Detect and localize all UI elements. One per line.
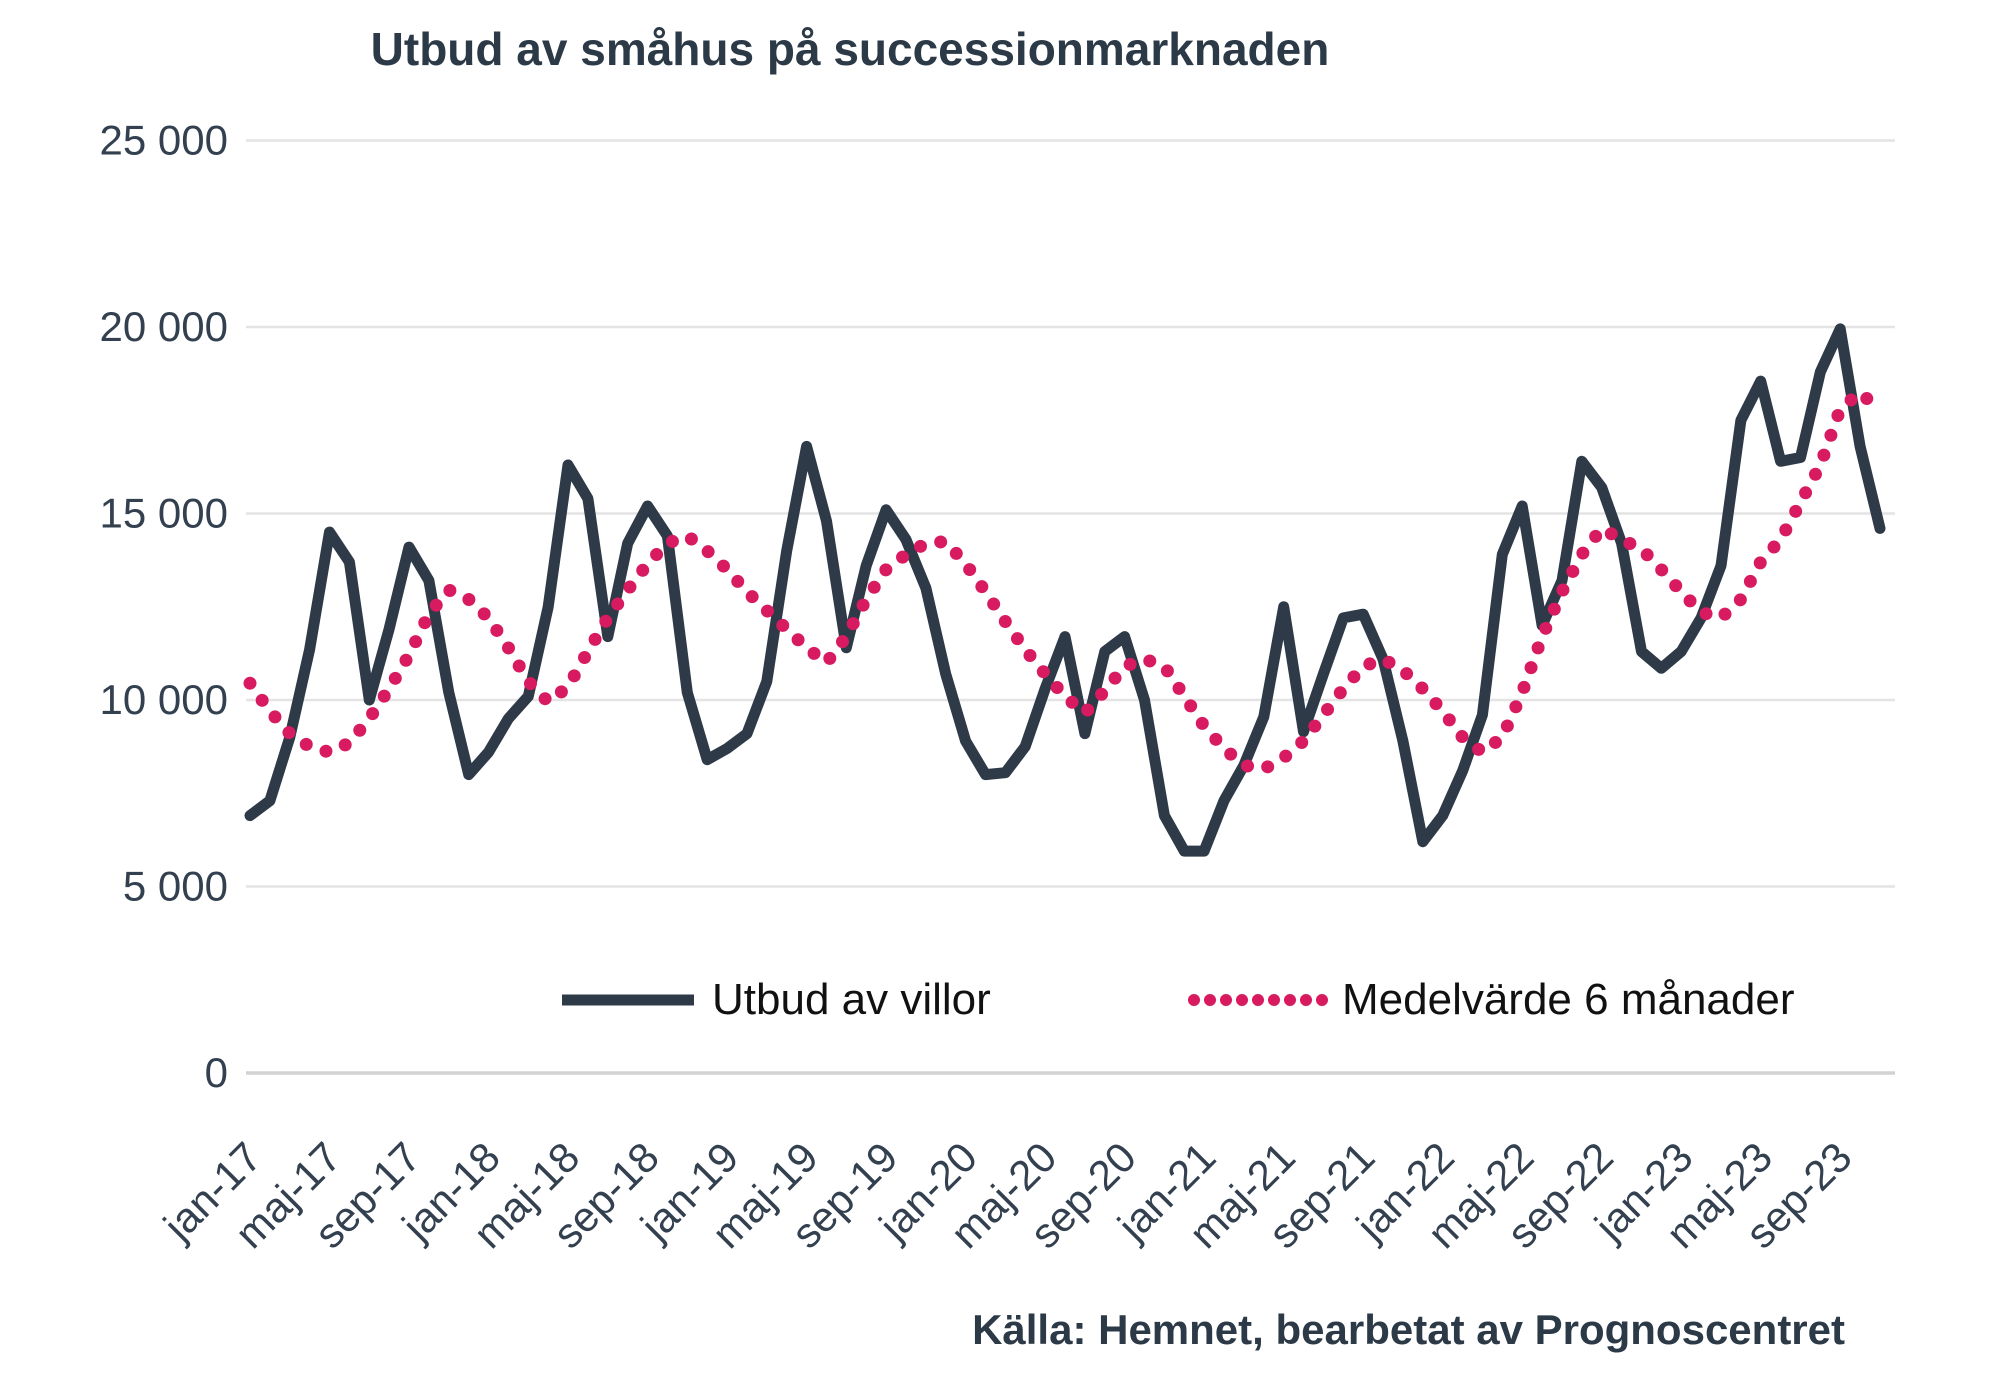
source-attribution: Källa: Hemnet, bearbetat av Prognoscentr… <box>972 1306 1845 1353</box>
series-medelvarde-6-manader <box>243 385 1887 776</box>
y-tick-label: 20 000 <box>100 303 228 350</box>
y-tick-label: 15 000 <box>100 490 228 537</box>
y-tick-label: 0 <box>205 1049 228 1096</box>
y-tick-label: 10 000 <box>100 676 228 723</box>
y-tick-label: 25 000 <box>100 117 228 164</box>
series-utbud-av-villor <box>244 323 1886 857</box>
chart-title: Utbud av småhus på successionmarknaden <box>370 23 1330 75</box>
y-tick-label: 5 000 <box>123 863 228 910</box>
gridlines <box>246 139 1895 1075</box>
y-axis-tick-labels: 0 5 000 10 000 15 000 20 000 25 000 <box>100 117 228 1097</box>
x-axis-tick-labels: jan-17maj-17sep-17jan-18maj-18sep-18jan-… <box>153 1133 1860 1257</box>
data-series-lines <box>243 323 1887 857</box>
